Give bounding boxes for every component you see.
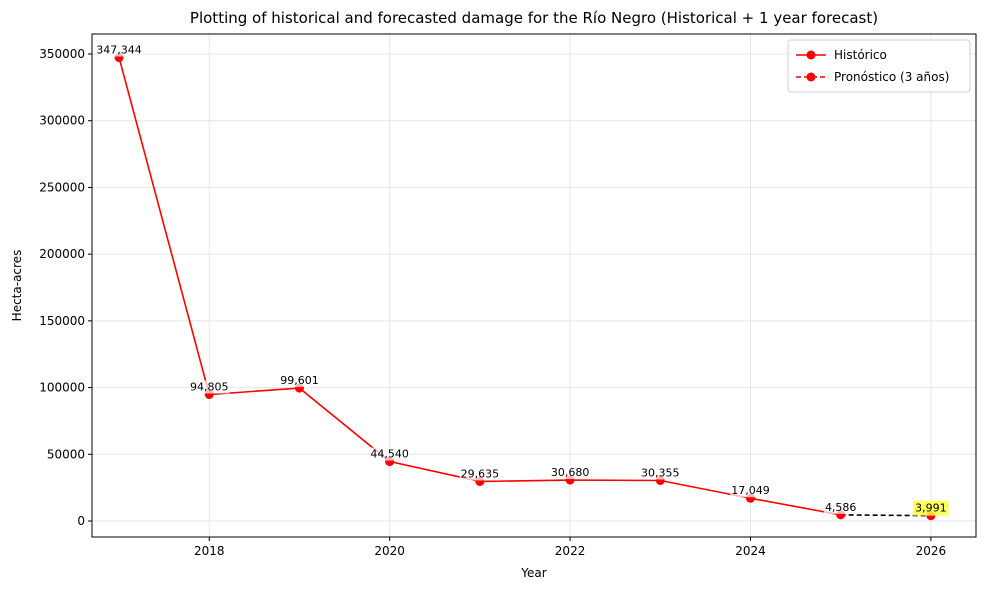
y-tick-label: 200000 [39, 247, 85, 261]
chart-title: Plotting of historical and forecasted da… [190, 9, 878, 27]
y-axis-title: Hecta-acres [10, 250, 24, 322]
grid [92, 34, 976, 537]
data-label: 29,635 [461, 467, 500, 480]
axes-frame [91, 33, 977, 538]
data-label-background [369, 447, 410, 461]
data-label: 99,601 [280, 374, 319, 387]
data-label: 30,355 [641, 466, 680, 479]
legend: Histórico Pronóstico (3 años) [787, 39, 971, 93]
x-tick-label: 2026 [916, 544, 947, 558]
data-label: 4,586 [825, 501, 857, 514]
forecast-data-label: 3,991 [915, 502, 947, 515]
legend-label: Pronóstico (3 años) [834, 70, 949, 84]
x-axis: 2018 2020 2022 2024 2026 [194, 537, 946, 558]
data-label: 44,540 [370, 448, 409, 461]
data-label-background [279, 374, 320, 388]
legend-box [787, 39, 971, 93]
data-label-background [730, 484, 771, 498]
y-tick-label: 350000 [39, 47, 85, 61]
data-label-background [549, 466, 591, 480]
y-tick-label: 0 [77, 514, 85, 528]
y-axis: 0 50000 100000 150000 200000 250000 300000 3500… [39, 47, 92, 528]
data-label-background [823, 500, 858, 514]
y-tick-label: 150000 [39, 314, 85, 328]
y-tick-label: 100000 [39, 381, 85, 395]
data-label-background [640, 466, 681, 480]
y-tick-label: 50000 [47, 447, 85, 461]
data-label-background [459, 467, 501, 481]
legend-label: Histórico [834, 48, 887, 62]
x-tick-label: 2018 [194, 544, 225, 558]
data-label-background [189, 380, 230, 394]
x-tick-label: 2022 [555, 544, 586, 558]
y-tick-label: 250000 [39, 180, 85, 194]
x-tick-label: 2024 [735, 544, 766, 558]
x-axis-title: Year [520, 566, 546, 580]
forecast-label-highlight [913, 500, 949, 516]
data-label-background [95, 43, 143, 57]
legend-marker [806, 50, 816, 60]
data-label: 30,680 [551, 466, 590, 479]
plot-area: 347,344 94,805 99,601 44,540 29,635 30,680 30,… [95, 43, 949, 521]
data-label: 94,805 [190, 380, 229, 393]
data-label: 17,049 [731, 484, 770, 497]
data-label: 347,344 [96, 44, 142, 57]
legend-marker [806, 72, 816, 82]
y-tick-label: 300000 [39, 114, 85, 128]
x-tick-label: 2020 [374, 544, 405, 558]
